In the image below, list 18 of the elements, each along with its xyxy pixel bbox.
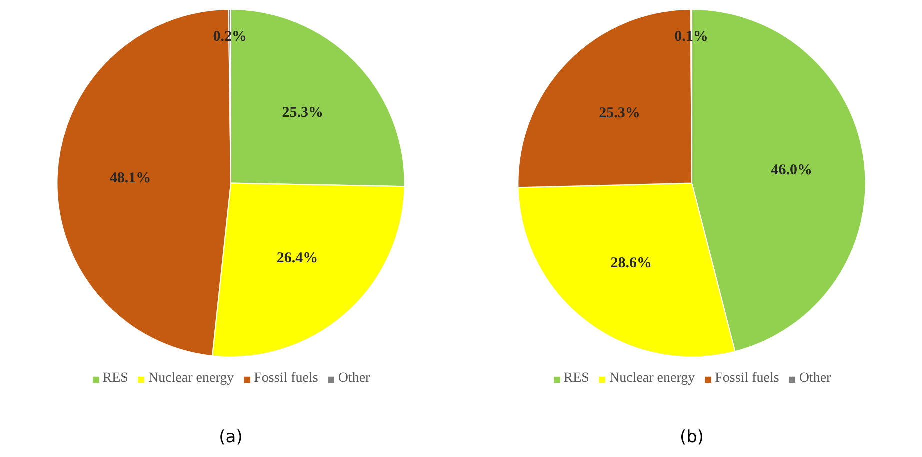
legend-label: RES bbox=[102, 371, 128, 387]
data-label: 25.3% bbox=[282, 104, 324, 121]
text: (b) bbox=[680, 427, 704, 448]
data-label: 25.3% bbox=[599, 105, 640, 122]
data-label: 0.1% bbox=[674, 29, 708, 46]
legend-label: RES bbox=[564, 371, 590, 387]
data-label: 46.0% bbox=[771, 162, 812, 179]
data-label: 0.2% bbox=[213, 29, 247, 46]
legend-label: Fossil fuels bbox=[715, 371, 780, 387]
legend-label: Other bbox=[338, 371, 370, 387]
legend-label: Nuclear energy bbox=[609, 371, 696, 387]
legend-label: Fossil fuels bbox=[254, 371, 318, 387]
data-label: 28.6% bbox=[610, 256, 652, 272]
data-label: 26.4% bbox=[276, 250, 318, 267]
legend-label: Nuclear energy bbox=[148, 371, 234, 387]
data-label: 48.1% bbox=[110, 170, 152, 187]
text: (a) bbox=[219, 427, 243, 448]
legend-label: Other bbox=[799, 371, 832, 387]
